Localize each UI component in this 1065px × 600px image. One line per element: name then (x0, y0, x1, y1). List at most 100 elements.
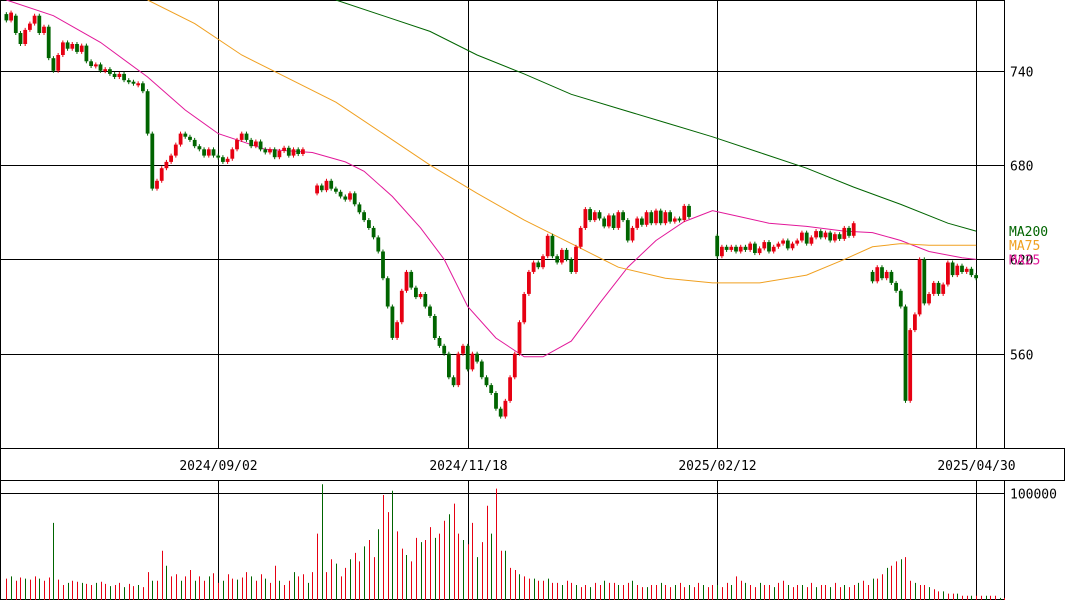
candle (112, 73, 117, 77)
candle (202, 149, 206, 156)
date-tick-label: 2025/04/30 (937, 459, 1015, 474)
candle (51, 58, 56, 71)
candle (367, 220, 371, 228)
candle (46, 26, 51, 59)
candle (13, 15, 18, 33)
candle (61, 42, 65, 55)
candle (42, 26, 46, 33)
candle (621, 212, 625, 221)
candle (28, 23, 32, 30)
candle (155, 180, 159, 189)
candle (804, 232, 809, 244)
candle (329, 180, 334, 189)
candle (536, 262, 541, 268)
candle (126, 80, 131, 83)
candle (150, 133, 155, 189)
candle (418, 294, 423, 298)
candle (588, 209, 592, 221)
volume-panel: 100000 (0, 480, 1057, 600)
candle (564, 249, 569, 260)
candle (197, 146, 202, 150)
candle (447, 353, 451, 378)
candle (927, 294, 931, 304)
candle (178, 133, 183, 145)
candle (974, 275, 978, 279)
candle (348, 193, 352, 200)
candle (84, 45, 89, 62)
candle (409, 271, 414, 288)
candle (225, 158, 230, 162)
volume-tick-label: 100000 (1010, 488, 1057, 503)
candle (235, 139, 239, 150)
candle (658, 210, 663, 224)
candle (776, 243, 781, 247)
candle (842, 227, 847, 239)
candle (851, 223, 856, 236)
candle (93, 64, 98, 67)
candle (159, 168, 164, 181)
price-plot-frame (0, 0, 1005, 449)
candle (517, 322, 522, 354)
candle (277, 150, 282, 158)
candle (103, 69, 108, 72)
candle (583, 209, 588, 228)
candle (654, 210, 658, 224)
moving-average-lines (6, 0, 977, 358)
candle (117, 73, 122, 77)
candle (898, 290, 903, 307)
candle (371, 227, 376, 238)
candle (922, 259, 927, 304)
ma-label-ma75: MA75 (1009, 239, 1040, 254)
candle (828, 232, 833, 241)
candle (715, 235, 720, 257)
candle (527, 271, 531, 294)
candle (108, 69, 112, 74)
candle (833, 234, 837, 241)
candle (192, 139, 197, 147)
candle (550, 235, 555, 257)
candle (818, 231, 823, 238)
candle (272, 149, 277, 158)
date-axis-frame (0, 448, 1065, 481)
candle (79, 45, 84, 52)
candle (343, 196, 348, 200)
candle (183, 133, 188, 137)
candle (131, 81, 136, 84)
candle (470, 353, 475, 370)
candle (399, 290, 404, 323)
candle (32, 15, 37, 24)
date-axis: 2024/09/02 2024/11/18 2025/02/12 2025/04/30 (0, 448, 1065, 481)
candlesticks (4, 10, 978, 419)
candle (960, 265, 964, 272)
candle (668, 212, 672, 222)
candle (555, 256, 560, 263)
candle (206, 149, 211, 156)
candle (955, 265, 960, 276)
candle (531, 262, 536, 272)
candle (762, 242, 767, 249)
candle (889, 271, 894, 283)
candle (362, 212, 366, 221)
date-tick-label: 2024/09/02 (179, 459, 257, 474)
candle (258, 141, 263, 150)
candle (244, 133, 249, 140)
candle (423, 294, 428, 307)
candle (635, 218, 640, 228)
date-tick-label: 2025/02/12 (678, 459, 756, 474)
candle (611, 215, 616, 228)
candle (908, 330, 913, 401)
candle (461, 345, 465, 354)
candle (221, 157, 225, 162)
candle (65, 42, 70, 49)
candle (748, 243, 753, 250)
price-tick-label: 680 (1010, 160, 1033, 175)
candle (823, 232, 828, 238)
candle (503, 400, 508, 417)
candle (216, 155, 221, 158)
candle (390, 306, 395, 338)
candle (663, 212, 668, 224)
candle (687, 205, 691, 217)
candle (18, 33, 23, 44)
candle (592, 212, 597, 221)
